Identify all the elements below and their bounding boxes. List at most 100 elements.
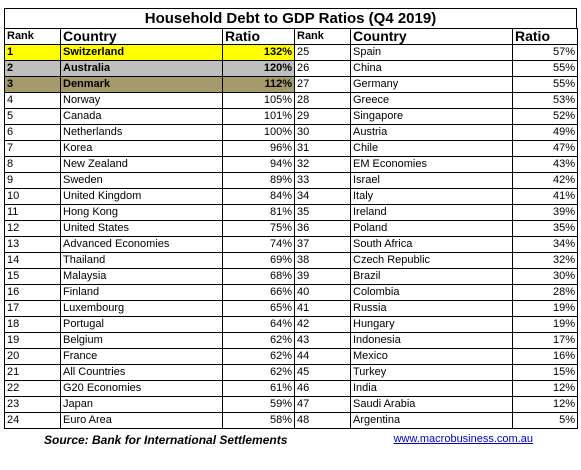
country-cell: Portugal	[60, 316, 223, 333]
rank-cell: 48	[294, 412, 351, 429]
ratio-cell: 96%	[222, 140, 295, 157]
country-cell: Japan	[60, 396, 223, 413]
country-cell: Chile	[350, 140, 513, 157]
table-row: 15 Malaysia 68% 39 Brazil 30%	[4, 268, 578, 285]
table-row: 17 Luxembourg 65% 41 Russia 19%	[4, 300, 578, 317]
rank-cell: 23	[4, 396, 61, 413]
ratio-cell: 101%	[222, 108, 295, 125]
table-title: Household Debt to GDP Ratios (Q4 2019)	[4, 8, 577, 28]
rank-cell: 31	[294, 140, 351, 157]
ratio-cell: 43%	[512, 156, 578, 173]
header-ratio-left: Ratio	[222, 28, 295, 45]
ratio-cell: 58%	[222, 412, 295, 429]
country-cell: Italy	[350, 188, 513, 205]
ratio-cell: 69%	[222, 252, 295, 269]
table-row: 11 Hong Kong 81% 35 Ireland 39%	[4, 204, 578, 221]
ratio-cell: 19%	[512, 316, 578, 333]
rank-cell: 8	[4, 156, 61, 173]
rank-cell: 24	[4, 412, 61, 429]
ratio-cell: 34%	[512, 236, 578, 253]
rank-cell: 3	[4, 76, 61, 93]
rank-cell: 35	[294, 204, 351, 221]
country-cell: South Africa	[350, 236, 513, 253]
rank-cell: 4	[4, 92, 61, 109]
ratio-cell: 49%	[512, 124, 578, 141]
ratio-cell: 89%	[222, 172, 295, 189]
rank-cell: 12	[4, 220, 61, 237]
rank-cell: 19	[4, 332, 61, 349]
country-cell: Saudi Arabia	[350, 396, 513, 413]
country-cell: Israel	[350, 172, 513, 189]
ratio-cell: 100%	[222, 124, 295, 141]
country-cell: Colombia	[350, 284, 513, 301]
country-cell: Greece	[350, 92, 513, 109]
ratio-cell: 16%	[512, 348, 578, 365]
country-cell: Argentina	[350, 412, 513, 429]
country-cell: United Kingdom	[60, 188, 223, 205]
table-row: 21 All Countries 62% 45 Turkey 15%	[4, 364, 578, 381]
country-cell: All Countries	[60, 364, 223, 381]
rank-cell: 26	[294, 60, 351, 77]
rank-cell: 17	[4, 300, 61, 317]
rank-cell: 18	[4, 316, 61, 333]
ratio-cell: 65%	[222, 300, 295, 317]
ratio-cell: 19%	[512, 300, 578, 317]
table-row: 19 Belgium 62% 43 Indonesia 17%	[4, 332, 578, 349]
rank-cell: 6	[4, 124, 61, 141]
ratio-cell: 64%	[222, 316, 295, 333]
ratio-cell: 41%	[512, 188, 578, 205]
table-row: 14 Thailand 69% 38 Czech Republic 32%	[4, 252, 578, 269]
rank-cell: 42	[294, 316, 351, 333]
country-cell: Turkey	[350, 364, 513, 381]
country-cell: Korea	[60, 140, 223, 157]
ratio-cell: 62%	[222, 364, 295, 381]
country-cell: Luxembourg	[60, 300, 223, 317]
rank-cell: 7	[4, 140, 61, 157]
rank-cell: 15	[4, 268, 61, 285]
ratio-cell: 28%	[512, 284, 578, 301]
rank-cell: 13	[4, 236, 61, 253]
rank-cell: 30	[294, 124, 351, 141]
country-cell: China	[350, 60, 513, 77]
header-rank-left: Rank	[4, 28, 61, 45]
ratio-cell: 17%	[512, 332, 578, 349]
rank-cell: 34	[294, 188, 351, 205]
country-cell: Thailand	[60, 252, 223, 269]
rank-cell: 32	[294, 156, 351, 173]
website-link[interactable]: www.macrobusiness.com.au	[393, 433, 533, 445]
ratio-cell: 30%	[512, 268, 578, 285]
ratio-cell: 5%	[512, 412, 578, 429]
country-cell: Sweden	[60, 172, 223, 189]
table-row: 8 New Zealand 94% 32 EM Economies 43%	[4, 156, 578, 173]
ratio-cell: 62%	[222, 332, 295, 349]
ratio-cell: 105%	[222, 92, 295, 109]
ratio-cell: 32%	[512, 252, 578, 269]
country-cell: Euro Area	[60, 412, 223, 429]
ratio-cell: 47%	[512, 140, 578, 157]
country-cell: G20 Economies	[60, 380, 223, 397]
country-cell: New Zealand	[60, 156, 223, 173]
rank-cell: 45	[294, 364, 351, 381]
country-cell: Germany	[350, 76, 513, 93]
country-cell: France	[60, 348, 223, 365]
country-cell: Hong Kong	[60, 204, 223, 221]
country-cell: Indonesia	[350, 332, 513, 349]
country-cell: Advanced Economies	[60, 236, 223, 253]
country-cell: Denmark	[60, 76, 223, 93]
ratio-cell: 59%	[222, 396, 295, 413]
ratio-cell: 55%	[512, 76, 578, 93]
country-cell: United States	[60, 220, 223, 237]
rank-cell: 37	[294, 236, 351, 253]
table-row: 5 Canada 101% 29 Singapore 52%	[4, 108, 578, 125]
header-ratio-right: Ratio	[512, 28, 578, 45]
rank-cell: 5	[4, 108, 61, 125]
rank-cell: 33	[294, 172, 351, 189]
rank-cell: 11	[4, 204, 61, 221]
rank-cell: 27	[294, 76, 351, 93]
ratio-cell: 112%	[222, 76, 295, 93]
country-cell: Ireland	[350, 204, 513, 221]
country-cell: EM Economies	[350, 156, 513, 173]
rank-cell: 41	[294, 300, 351, 317]
ratio-cell: 53%	[512, 92, 578, 109]
